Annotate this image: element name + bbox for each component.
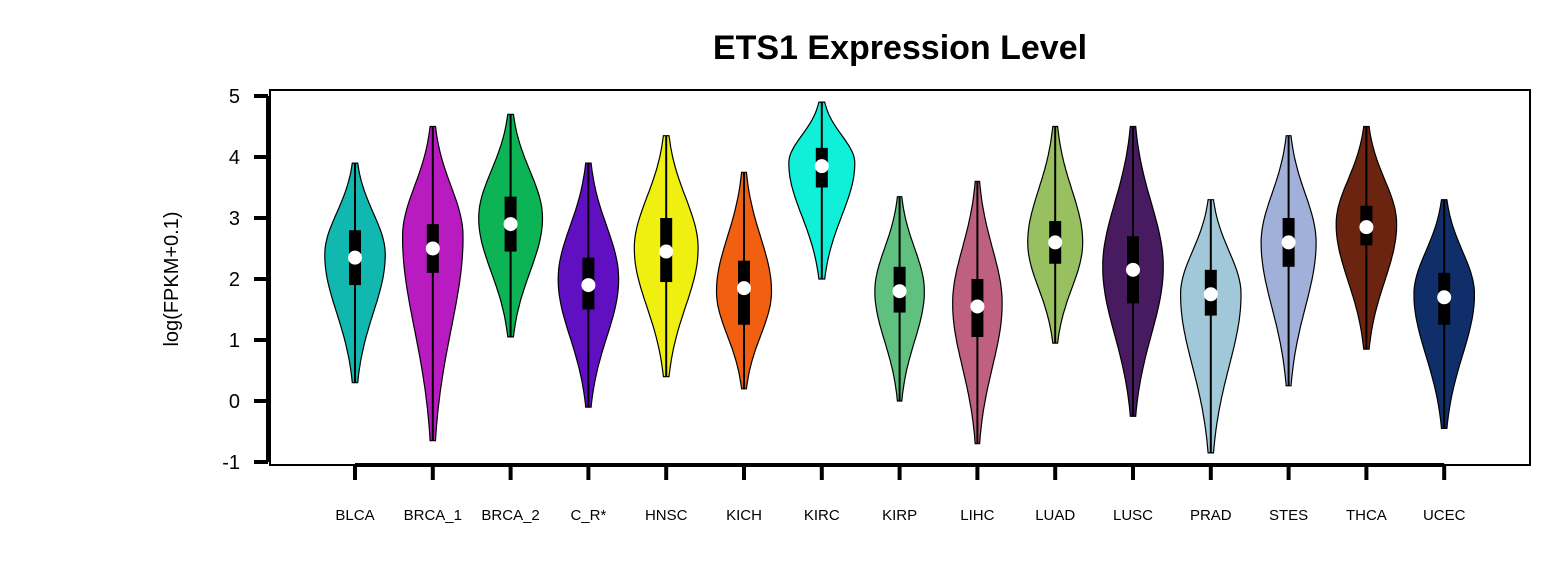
violin-median-dot	[581, 278, 596, 293]
violin-ucec	[1413, 199, 1475, 429]
y-tick-label: -1	[222, 452, 240, 474]
violin-blca	[324, 162, 386, 384]
violin-median-dot	[348, 250, 362, 265]
y-axis-label: log(FPKM+0.1)	[161, 211, 183, 346]
violin-kirp	[874, 196, 925, 402]
x-tick-label: BRCA_2	[481, 507, 539, 524]
x-tick-label: LIHC	[960, 507, 994, 524]
x-tick-label: KICH	[726, 507, 762, 524]
x-tick-label: KIRC	[804, 507, 840, 524]
x-tick-label: STES	[1269, 507, 1308, 524]
violin-median-dot	[1048, 235, 1063, 250]
y-tick-label: 4	[229, 147, 240, 169]
violin-median-dot	[814, 159, 829, 174]
violin-thca	[1335, 125, 1398, 350]
x-tick-label: UCEC	[1423, 507, 1466, 524]
violin-kich	[715, 171, 773, 390]
y-tick-label: 5	[229, 86, 240, 108]
violin-median-dot	[1281, 235, 1296, 250]
violin-median-dot	[737, 281, 751, 296]
violin-median-dot	[503, 217, 518, 232]
x-tick-label: LUSC	[1113, 507, 1153, 524]
axes: 5 4 3 2 1 0 -1	[222, 86, 1447, 480]
x-tick-label: BLCA	[335, 507, 374, 524]
violin-c-r-	[557, 162, 620, 408]
violin-stes	[1260, 135, 1317, 387]
violin-median-dot	[1359, 220, 1374, 235]
chart-title: ETS1 Expression Level	[713, 29, 1087, 67]
x-tick-label: THCA	[1346, 507, 1387, 524]
violin-brca-1	[402, 125, 464, 442]
violin-median-dot	[659, 244, 674, 259]
violin-brca-2	[478, 113, 544, 338]
y-tick-label: 1	[229, 330, 240, 352]
violins	[324, 101, 1475, 454]
x-tick-label: PRAD	[1190, 507, 1232, 524]
x-tick-label: HNSC	[645, 507, 688, 524]
violin-hnsc	[633, 135, 699, 378]
violin-median-dot	[425, 241, 440, 256]
x-tick-label: C_R*	[570, 507, 606, 524]
violin-median-dot	[970, 299, 985, 314]
violin-median-dot	[1437, 290, 1452, 305]
violin-lusc	[1102, 125, 1164, 417]
violin-median-dot	[892, 284, 907, 299]
x-tick-label: BRCA_1	[404, 507, 462, 524]
violin-median-dot	[1126, 262, 1140, 277]
violin-kirc	[788, 101, 856, 280]
violin-prad	[1180, 199, 1242, 454]
x-tick-labels: BLCA BRCA_1 BRCA_2 C_R* HNSC KICH KIRC KIRP LIHC…	[335, 507, 1465, 524]
violin-luad	[1027, 125, 1084, 344]
y-tick-label: 2	[229, 269, 240, 291]
violin-lihc	[952, 180, 1003, 445]
violin-median-dot	[1203, 287, 1218, 302]
y-tick-label: 3	[229, 208, 240, 230]
x-tick-label: LUAD	[1035, 507, 1075, 524]
y-tick-label: 0	[229, 391, 240, 413]
x-tick-label: KIRP	[882, 507, 917, 524]
